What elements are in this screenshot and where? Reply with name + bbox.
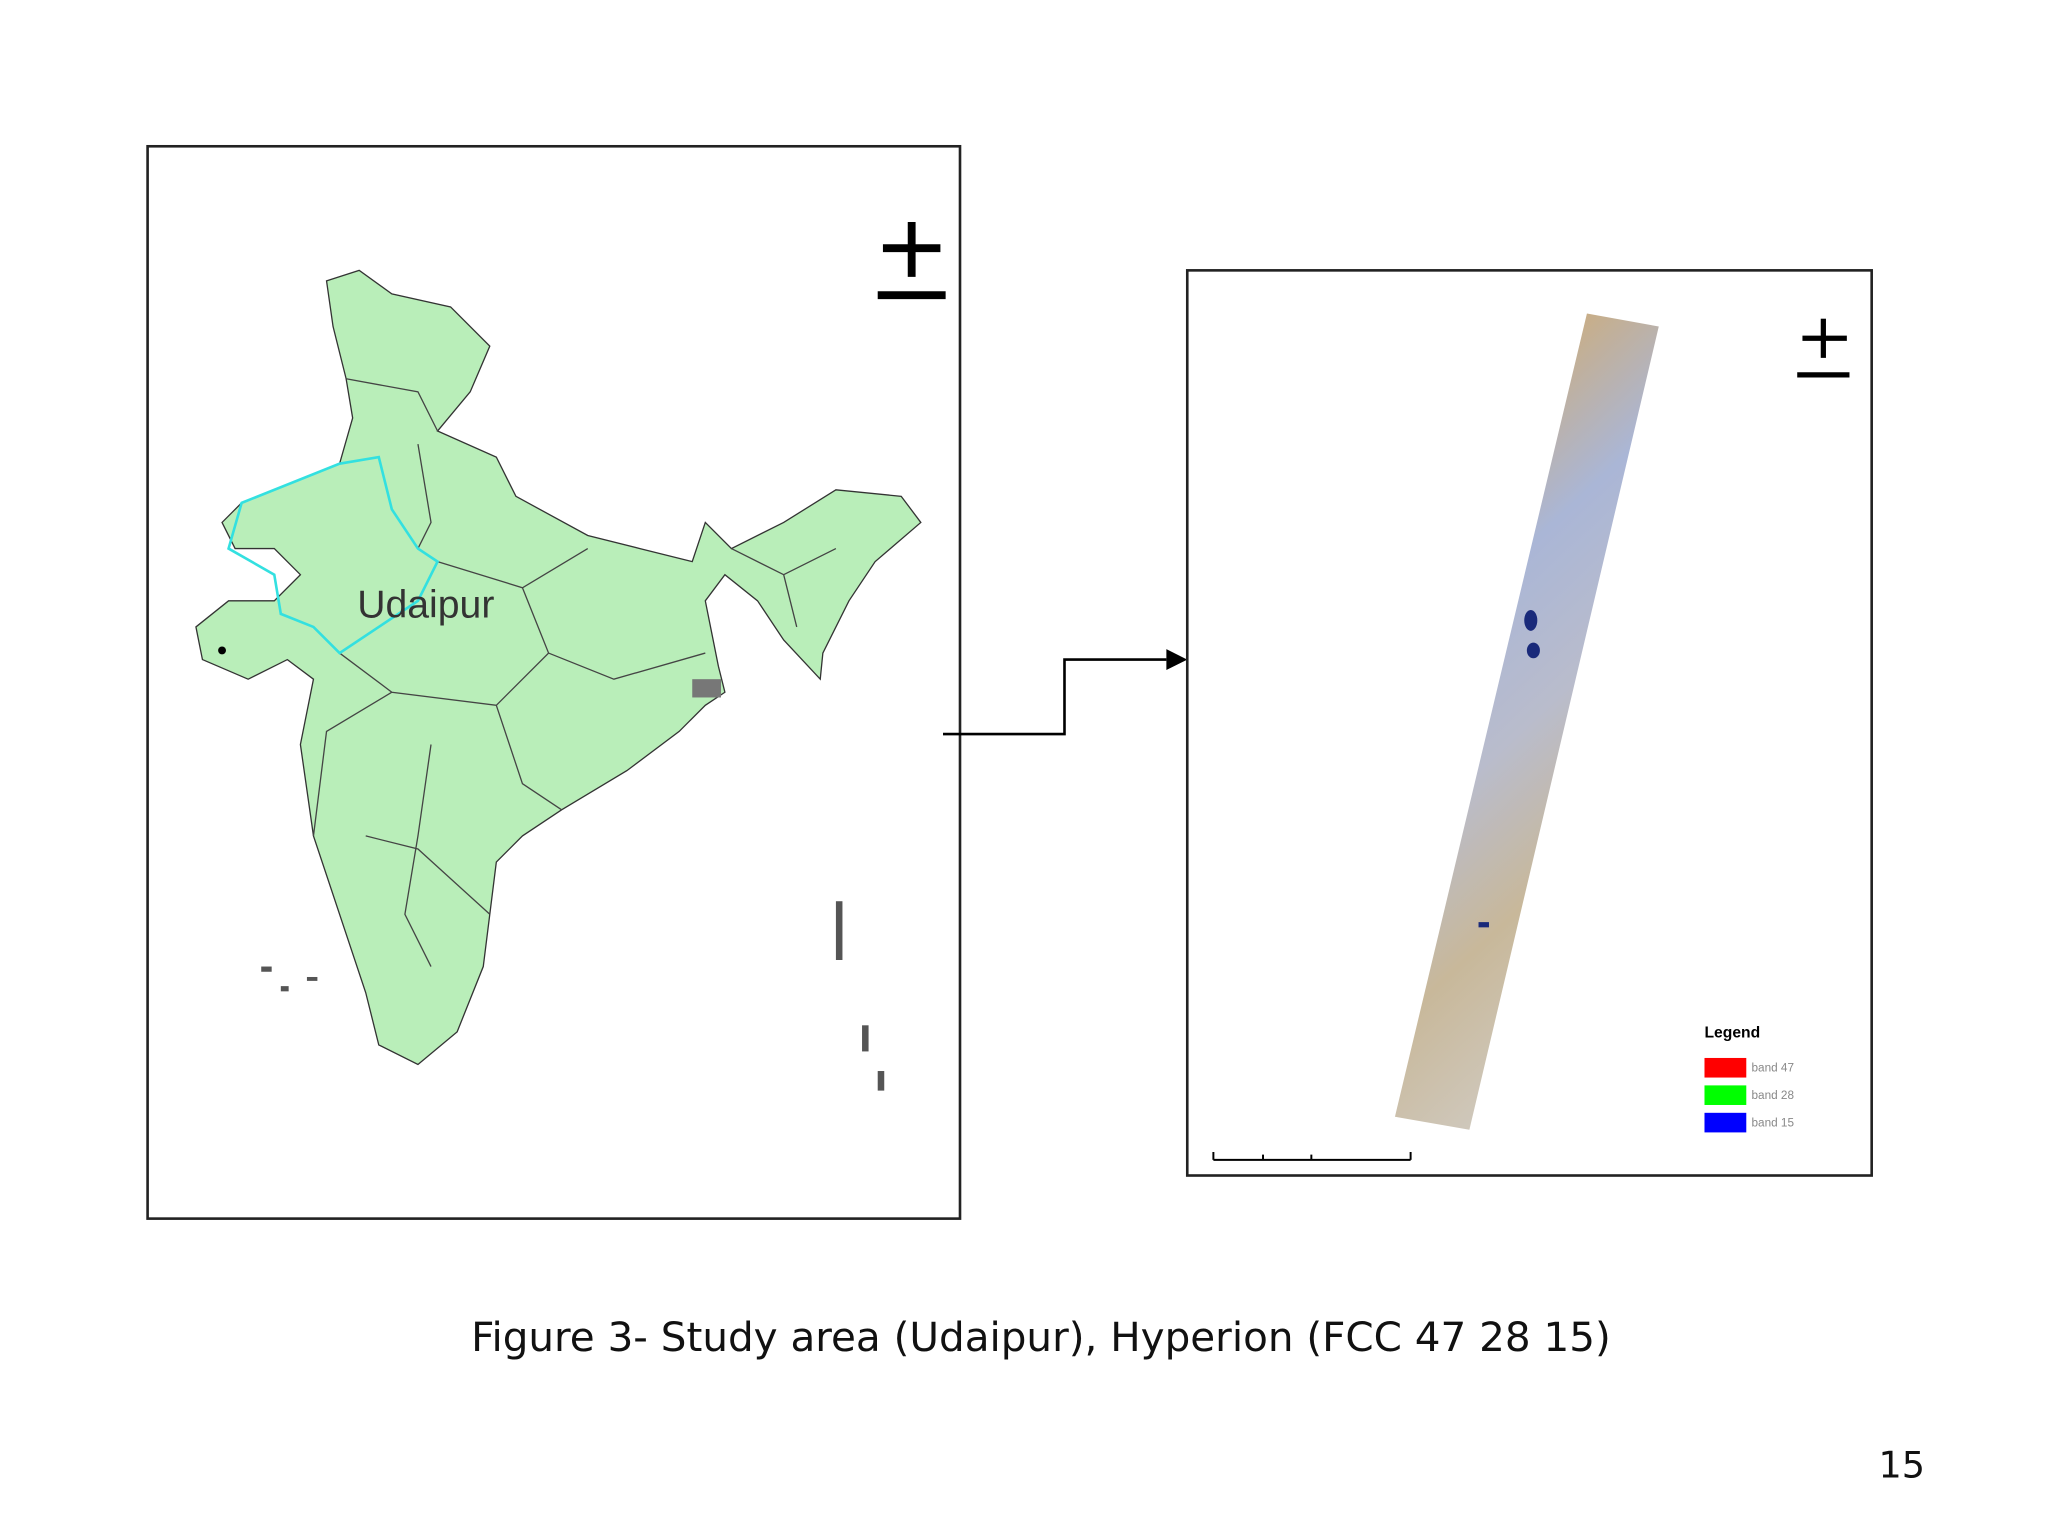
legend-swatch xyxy=(1704,1112,1747,1133)
arrow-head xyxy=(1166,649,1188,671)
page-number: 15 xyxy=(1878,1443,1925,1486)
strip-features xyxy=(1478,609,1540,928)
legend-label: band 15 xyxy=(1752,1116,1795,1129)
islands xyxy=(261,901,885,1091)
region-marker xyxy=(692,679,721,698)
connector xyxy=(943,658,1167,736)
legend-label: band 28 xyxy=(1752,1089,1795,1102)
legend-swatch xyxy=(1704,1057,1747,1078)
legend-swatch xyxy=(1704,1085,1747,1105)
rajasthan-outline xyxy=(227,455,440,655)
hyperion-strip xyxy=(1394,313,1659,1130)
legend-label: band 47 xyxy=(1752,1062,1794,1075)
scale-bar xyxy=(1212,1152,1412,1161)
caption: Figure 3- Study area (Udaipur), Hyperion… xyxy=(471,1313,1611,1361)
state-borders xyxy=(312,378,837,967)
legend-title: Legend xyxy=(1704,1024,1760,1041)
north-symbol xyxy=(1797,318,1850,378)
north-symbol xyxy=(877,222,946,300)
map-label: Udaipur xyxy=(357,584,494,627)
city-dot xyxy=(218,646,226,655)
